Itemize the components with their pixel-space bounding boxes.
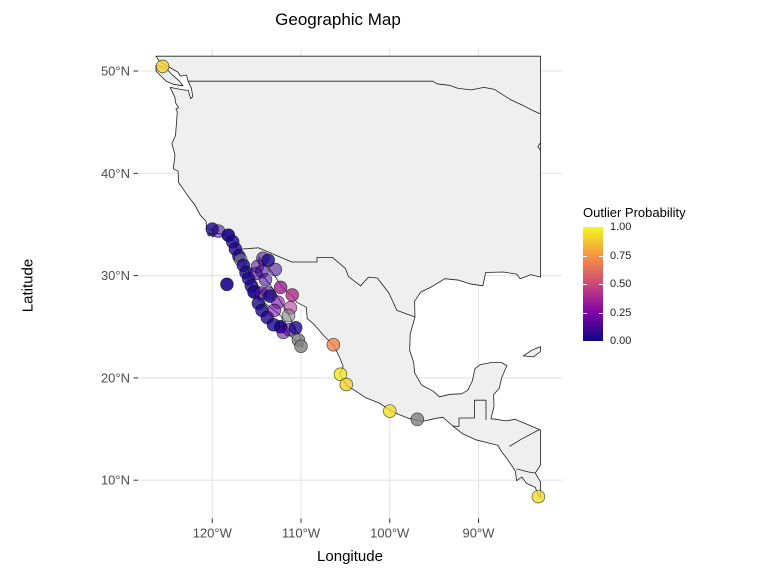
outlier-point (220, 277, 234, 292)
outlier-point (294, 339, 308, 353)
legend-tick-label: 0.50 (610, 278, 632, 290)
legend-tick-mark (599, 312, 603, 314)
outlier-point (383, 404, 397, 418)
map-panel (138, 49, 562, 519)
x-tick-label: 100°W (370, 526, 410, 541)
country-border (236, 247, 416, 318)
landmass-cuba (522, 346, 541, 358)
outlier-point (267, 303, 282, 318)
country-border (509, 429, 540, 447)
outlier-point (285, 288, 299, 302)
country-border (187, 80, 541, 115)
legend-tick-label: 0.75 (610, 249, 632, 262)
outlier-point (273, 280, 288, 295)
legend-tick-mark (583, 255, 587, 257)
y-tick-label: 20°N (101, 370, 130, 385)
outlier-point (261, 253, 275, 268)
legend-title: Outlier Probability (583, 205, 686, 220)
y-axis-title: Latitude (19, 258, 37, 313)
legend-outlier-probability: Outlier Probability 1.00 0.75 0.50 0.25 0.00 (583, 205, 723, 347)
outlier-point (268, 262, 283, 277)
x-tick-label: 110°W (282, 526, 321, 541)
x-axis-title: Longitude (317, 548, 383, 565)
country-border (516, 468, 535, 474)
legend-tick-mark (583, 312, 587, 314)
legend-tick-label: 1.00 (610, 221, 632, 233)
outlier-point (339, 377, 354, 392)
legend-tick-mark (583, 284, 587, 285)
chart-title: Geographic Map (275, 10, 401, 29)
outlier-point (333, 367, 348, 382)
outlier-point (266, 317, 281, 332)
outlier-point (258, 272, 273, 287)
legend-gradient (583, 227, 603, 341)
legend-colorbar: 1.00 0.75 0.50 0.25 0.00 (583, 221, 631, 347)
y-tick-label: 30°N (101, 268, 130, 283)
outlier-point (531, 489, 546, 504)
outlier-point (288, 321, 303, 335)
legend-tick-mark (599, 284, 603, 285)
legend-tick-mark (599, 255, 603, 257)
country-border (537, 142, 541, 151)
outlier-point (281, 308, 296, 323)
x-tick-label: 120°W (193, 526, 233, 541)
legend-tick-label: 0.25 (610, 306, 632, 319)
y-tick-label: 40°N (101, 166, 130, 181)
y-tick-label: 50°N (101, 64, 130, 79)
x-tick-label: 90°W (463, 526, 496, 541)
data-points (155, 59, 546, 504)
legend-tick-label: 0.00 (610, 335, 632, 347)
outlier-point (326, 337, 341, 352)
outlier-point (155, 59, 170, 74)
outlier-point (410, 412, 425, 427)
country-border (452, 399, 487, 427)
y-tick-label: 10°N (101, 473, 130, 488)
